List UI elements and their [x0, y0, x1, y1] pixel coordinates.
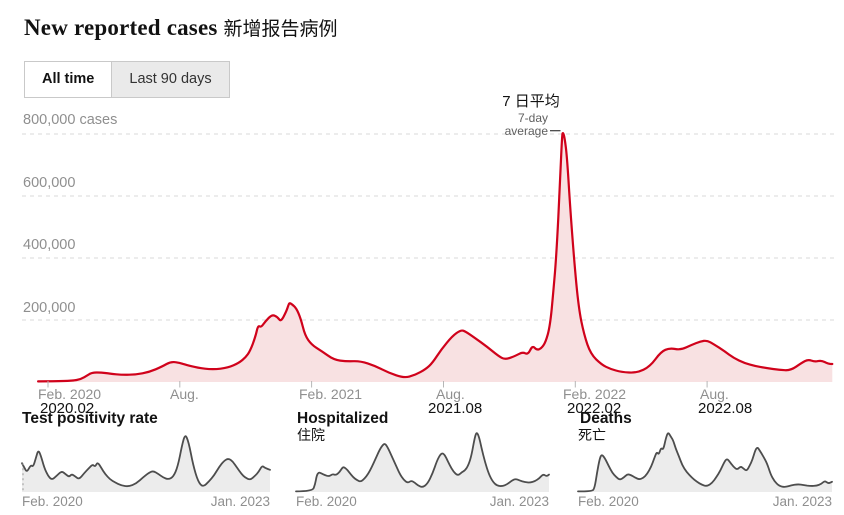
main-chart-x-ticks — [47, 381, 708, 388]
x-axis-label-aug-2020: Aug. — [170, 386, 199, 402]
x-axis-label-aug-2021: Aug. — [436, 386, 465, 402]
small-chart-line-hospitalized[interactable] — [295, 432, 550, 493]
x-axis-label-feb-2020: Feb. 2020 — [38, 386, 102, 402]
x-axis-label-aug-2022: Aug. — [700, 386, 729, 402]
small-chart-test-positivity-rate[interactable] — [21, 435, 271, 492]
y-axis-label-800000: 800,000 cases — [23, 112, 118, 128]
x-axis-label-2022-08: 2022.08 — [698, 400, 753, 417]
annotation-7-day-average-en: 7-day average — [494, 112, 548, 138]
small-chart-title-hospitalized: Hospitalized — [297, 410, 389, 427]
x-axis-label-2020-02: 2020.02 — [40, 400, 95, 417]
annotation-7-day-average-zh: 7 日平均 — [502, 93, 560, 110]
time-range-tabs: All time Last 90 days — [24, 61, 230, 98]
x-axis-label-2021-08: 2021.08 — [428, 400, 483, 417]
main-chart[interactable] — [37, 132, 834, 383]
small-chart-area-hospitalized[interactable] — [296, 433, 549, 492]
small-chart-deaths[interactable] — [577, 432, 833, 493]
page-title-zh: 新增报告病例 — [223, 19, 338, 40]
small-chart-area-deaths[interactable] — [578, 433, 832, 492]
main-chart-gridlines — [22, 133, 835, 321]
small-chart-area-test-positivity-rate[interactable] — [22, 436, 270, 492]
x-axis-label-2022-02: 2022.02 — [567, 400, 622, 417]
small-chart-hospitalized[interactable] — [295, 432, 550, 493]
tab-all-time[interactable]: All time — [25, 62, 113, 97]
y-axis-label-600000: 600,000 — [23, 175, 76, 191]
small-chart1-end-label: Jan. 2023 — [210, 494, 270, 509]
small-chart2-end-label: Jan. 2023 — [489, 494, 549, 509]
small-chart3-start-label: Feb. 2020 — [578, 494, 639, 509]
small-chart2-start-label: Feb. 2020 — [296, 494, 357, 509]
small-chart3-end-label: Jan. 2023 — [772, 494, 832, 509]
main-chart-line[interactable] — [37, 132, 834, 383]
x-axis-label-feb-2022: Feb. 2022 — [563, 386, 627, 402]
small-chart-line-deaths[interactable] — [577, 432, 833, 493]
small-chart-subtitle-hospitalized-zh: 住院 — [297, 427, 325, 443]
tab-last-90-days[interactable]: Last 90 days — [112, 62, 229, 97]
annotation-line-1: 7-day — [517, 111, 548, 125]
y-axis-label-400000: 400,000 — [23, 237, 76, 253]
small-chart-subtitle-deaths-zh: 死亡 — [578, 427, 606, 443]
x-axis-label-feb-2021: Feb. 2021 — [299, 386, 363, 402]
small-chart-title-deaths: Deaths — [580, 410, 632, 427]
annotation-line-2: average — [504, 124, 548, 138]
page-title: New reported cases 新增报告病例 — [24, 13, 338, 44]
small-chart1-start-label: Feb. 2020 — [22, 494, 83, 509]
small-chart-title-test-positivity: Test positivity rate — [22, 410, 158, 427]
y-axis-label-200000: 200,000 — [23, 300, 76, 316]
small-chart-line-test-positivity-rate[interactable] — [21, 435, 271, 488]
page-title-en: New reported cases — [24, 15, 218, 40]
